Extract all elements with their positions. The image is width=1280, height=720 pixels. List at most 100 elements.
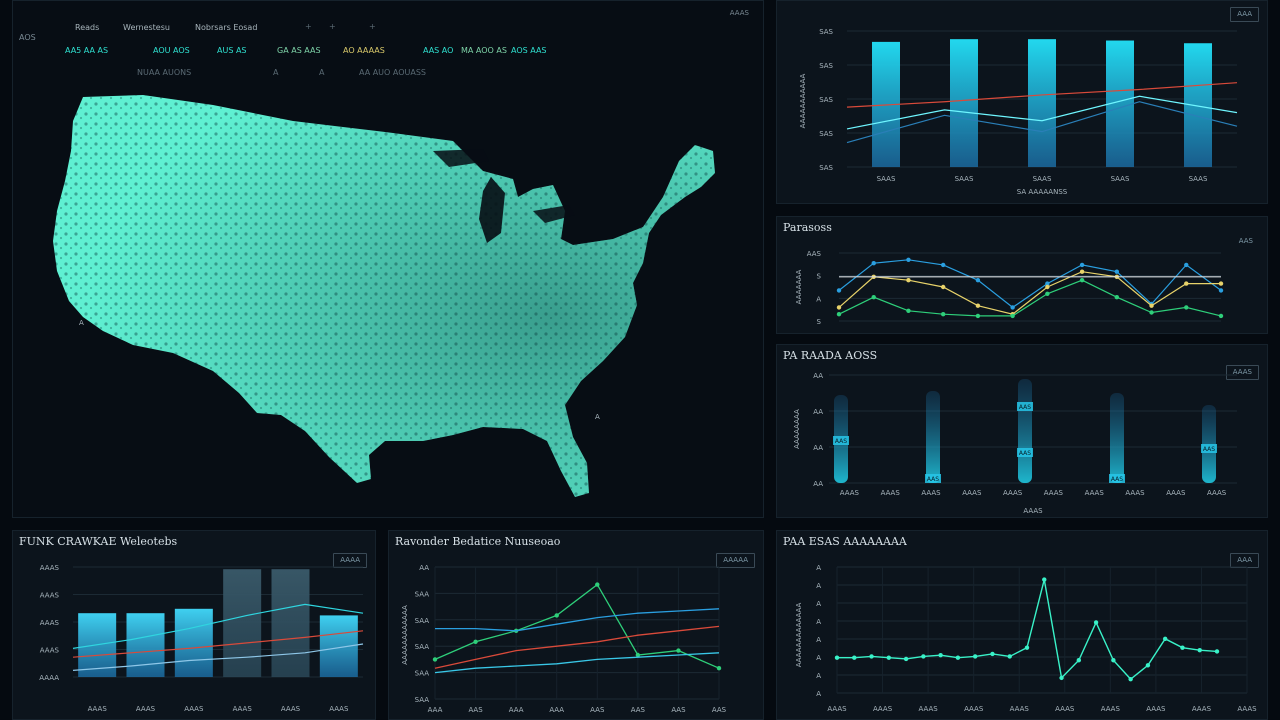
series-line bbox=[846, 95, 1238, 130]
x-tick-label: AAAS bbox=[881, 489, 901, 497]
data-point bbox=[921, 654, 926, 659]
y-tick-label: SAS bbox=[819, 130, 833, 138]
panel-title: Parasoss bbox=[783, 221, 832, 234]
data-point bbox=[1111, 658, 1116, 663]
lake-superior bbox=[433, 149, 489, 167]
panel-options-button[interactable]: AAA bbox=[1230, 7, 1259, 22]
y-tick-label: A bbox=[816, 582, 821, 590]
y-tick-label: A bbox=[816, 690, 821, 698]
y-tick-label: AAAS bbox=[40, 647, 60, 655]
data-point bbox=[1214, 649, 1220, 654]
y-axis-label: AAAAAAAAAAA bbox=[799, 73, 807, 128]
series-line bbox=[434, 652, 720, 674]
data-point bbox=[1059, 675, 1064, 681]
header-icon-plus[interactable]: + bbox=[305, 22, 312, 31]
data-point bbox=[906, 278, 911, 283]
us-mainland-shade bbox=[53, 95, 715, 497]
map-label: A bbox=[595, 413, 600, 421]
header-metric: AOU AOS bbox=[153, 46, 190, 55]
header-metric: AAS AO bbox=[423, 46, 454, 55]
bar bbox=[271, 569, 310, 677]
panel-options-button[interactable]: AAAS bbox=[1225, 365, 1259, 380]
panel-title: PA RAADA AOSS bbox=[783, 349, 878, 362]
panel-options-button[interactable]: AAAAA bbox=[716, 553, 755, 568]
series-line bbox=[837, 579, 1218, 681]
y-tick-label: S bbox=[817, 273, 822, 281]
y-tick-label: SAA bbox=[415, 643, 430, 651]
x-tick-label: AAS bbox=[671, 706, 686, 714]
data-point bbox=[1010, 313, 1015, 319]
data-point bbox=[473, 639, 478, 644]
data-point bbox=[975, 313, 981, 319]
x-axis-label: AAAS bbox=[1023, 507, 1043, 515]
header-sub: A bbox=[319, 68, 325, 77]
header-metric: GA AS AAS bbox=[277, 46, 321, 55]
bar-highlight bbox=[1017, 402, 1033, 411]
x-tick-label: SAAS bbox=[1033, 175, 1052, 183]
y-tick-label: AAAS bbox=[40, 564, 60, 572]
data-point bbox=[852, 655, 857, 660]
data-point bbox=[1149, 303, 1154, 308]
tab-reads[interactable]: Reads bbox=[75, 23, 100, 32]
header-icon-plus[interactable]: + bbox=[369, 22, 376, 31]
y-tick-label: AAS bbox=[807, 250, 822, 258]
x-tick-label: AAAS bbox=[233, 705, 253, 713]
data-label: AAS bbox=[1111, 476, 1123, 483]
series-line bbox=[838, 279, 1222, 317]
lake-erie bbox=[533, 205, 575, 223]
data-label: AAS bbox=[1019, 450, 1031, 457]
panel-options-button[interactable]: AAS bbox=[1238, 237, 1253, 245]
map-corner-button[interactable]: AAAS bbox=[729, 9, 749, 17]
series-line bbox=[435, 608, 720, 632]
data-point bbox=[1180, 645, 1185, 650]
y-axis-label: AAAAAAAAAAAA bbox=[401, 605, 409, 665]
bar-highlight bbox=[833, 436, 849, 445]
data-point bbox=[716, 666, 722, 671]
x-tick-label: AAAS bbox=[136, 705, 156, 713]
data-label: AAS bbox=[927, 476, 939, 483]
data-point bbox=[836, 312, 842, 317]
lake-michigan bbox=[479, 177, 505, 243]
y-tick-label: AA bbox=[813, 408, 823, 416]
data-point bbox=[1145, 663, 1151, 668]
header-sub: AA AUO AOUASS bbox=[359, 68, 426, 77]
data-point bbox=[1184, 305, 1189, 310]
data-point bbox=[940, 312, 946, 317]
x-tick-label: AAAS bbox=[1044, 489, 1064, 497]
y-tick-label: A bbox=[816, 618, 821, 626]
y-axis-label: AAAAAAA bbox=[795, 269, 803, 304]
x-tick-label: AAAS bbox=[873, 705, 893, 713]
header-metric: AOS AAS bbox=[511, 46, 547, 55]
panel-mid-right-2: PA RAADA AOSS AAAS AA AA AA AA AAAAAAAA AAAS A… bbox=[776, 344, 1268, 518]
map-header-left-label: AOS bbox=[19, 33, 36, 42]
series-line bbox=[72, 603, 364, 649]
y-axis-label: AAAAAAAAAAAAA bbox=[795, 602, 803, 667]
y-tick-label: SAS bbox=[819, 164, 833, 172]
data-point bbox=[1093, 620, 1099, 625]
data-point bbox=[906, 257, 911, 262]
panel-bottom-right: PAA ESAS AAAAAAAA AAA A A A A A A A A AAAAAAAAAA… bbox=[776, 530, 1268, 720]
header-icon-plus[interactable]: + bbox=[329, 22, 336, 31]
data-point bbox=[676, 648, 681, 653]
us-map: A A bbox=[53, 95, 715, 497]
tab-wernestesu[interactable]: Wernestesu bbox=[123, 23, 170, 32]
data-point bbox=[1045, 284, 1050, 290]
series-line bbox=[434, 583, 720, 669]
series-line bbox=[846, 101, 1238, 144]
y-tick-label: AAAA bbox=[39, 674, 59, 682]
header-sub: A bbox=[273, 68, 279, 77]
y-tick-label: AAAS bbox=[40, 592, 60, 600]
y-tick-label: SAS bbox=[819, 62, 833, 70]
panel-title: Ravonder Bedatice Nuuseoao bbox=[395, 535, 561, 548]
x-tick-label: AAA bbox=[549, 706, 564, 714]
y-tick-label: SAS bbox=[819, 28, 833, 36]
panel-title: FUNK CRAWKAE Weleotebs bbox=[19, 535, 178, 548]
header-metric: MA AOO AS bbox=[461, 46, 507, 55]
data-point bbox=[836, 305, 842, 310]
bar bbox=[1110, 393, 1124, 483]
tab-nobrsars-eosad[interactable]: Nobrsars Eosad bbox=[195, 23, 258, 32]
map-label: A bbox=[79, 319, 84, 327]
x-tick-label: AAAS bbox=[1010, 705, 1030, 713]
data-point bbox=[1184, 281, 1189, 286]
x-tick-label: AAAS bbox=[1003, 489, 1023, 497]
